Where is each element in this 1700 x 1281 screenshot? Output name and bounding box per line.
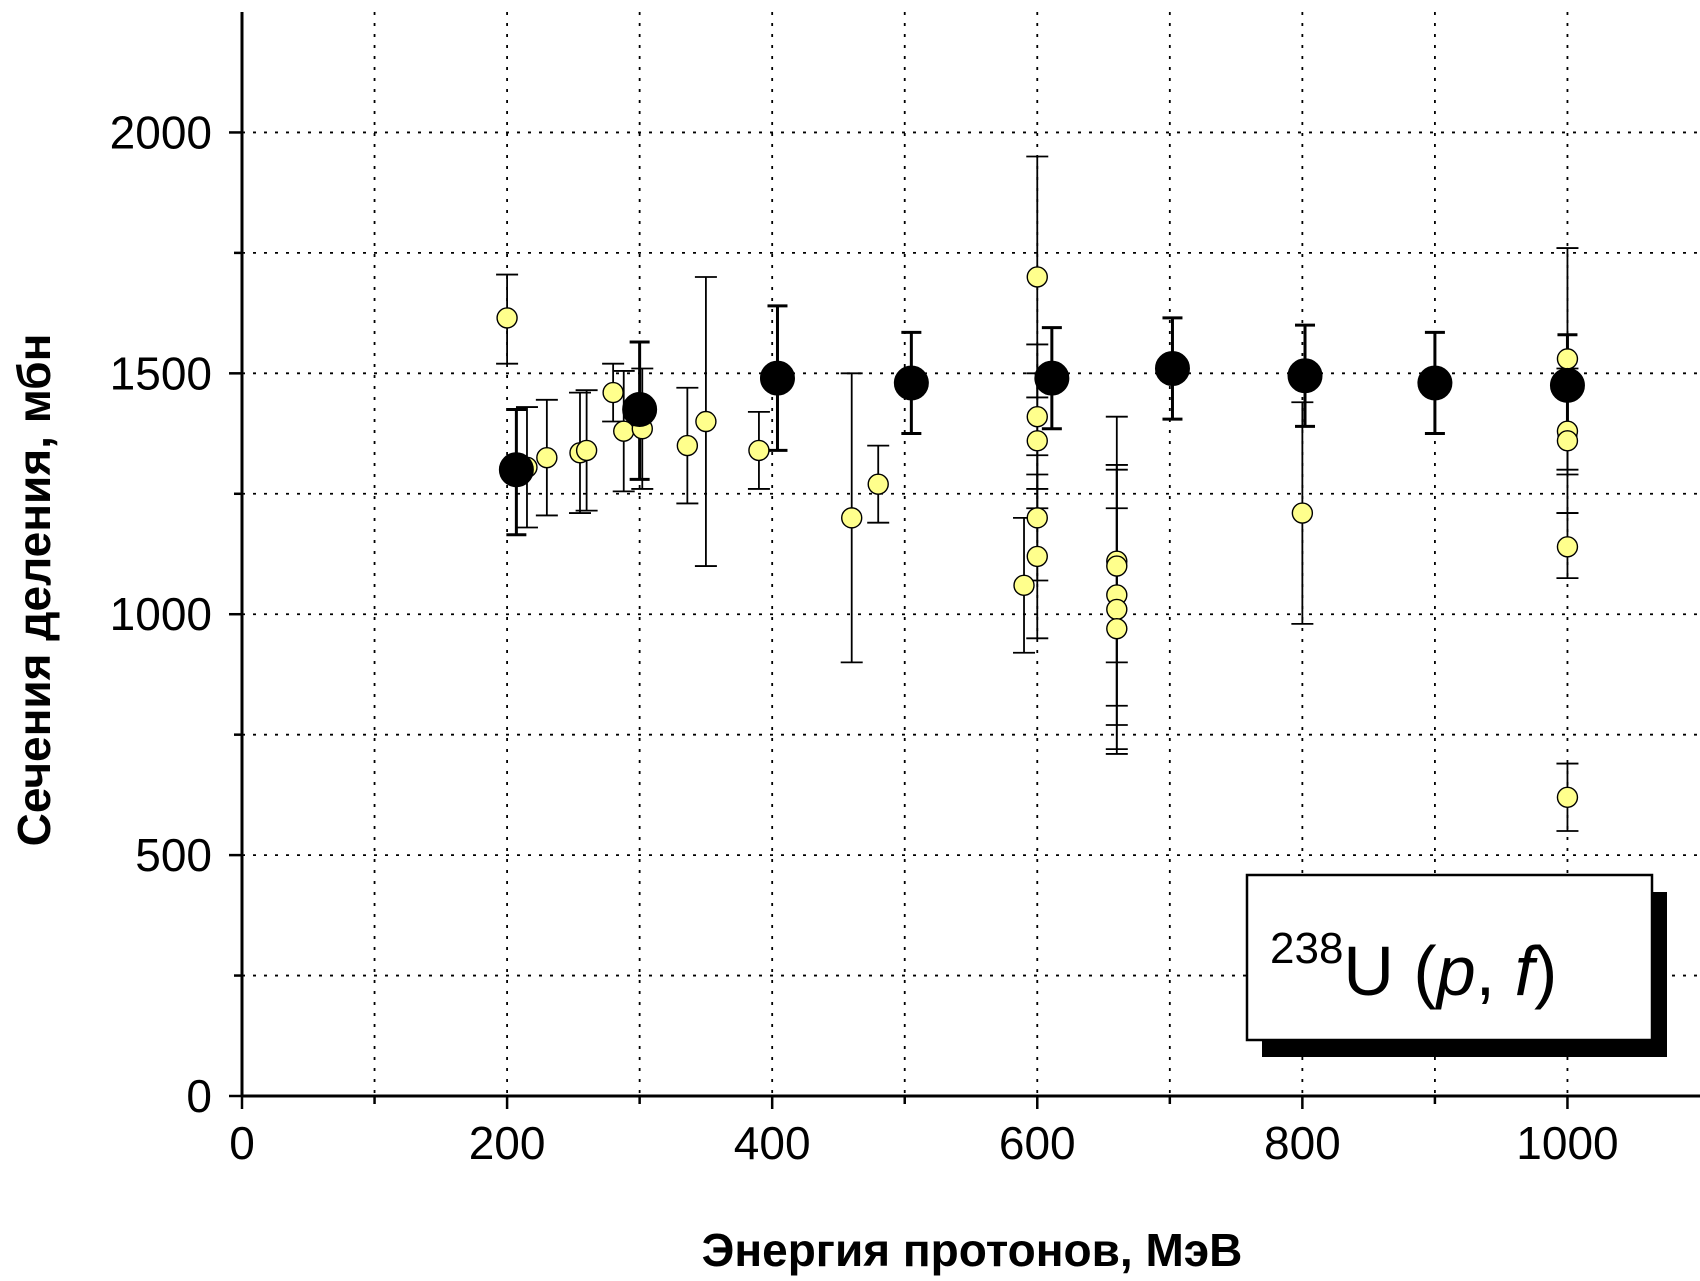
plot-frame: [240, 12, 1700, 1098]
annotation-element: U (: [1343, 932, 1436, 1010]
x-tick-label: 600: [999, 1117, 1076, 1169]
annotation-superscript: 238: [1270, 924, 1343, 973]
data-point-yellow: [1106, 598, 1128, 621]
annotation-text: 238U (p, f): [1270, 924, 1557, 1010]
annotation-comma: ,: [1476, 932, 1515, 1010]
data-point-yellow: [1026, 405, 1048, 428]
data-point-yellow: [1556, 430, 1579, 452]
data-point-yellow: [867, 473, 889, 495]
annotation-p: p: [1435, 932, 1476, 1010]
data-point-yellow: [1556, 786, 1579, 808]
data-point-black: [1287, 358, 1323, 394]
data-point-yellow: [1013, 574, 1035, 597]
x-tick-labels: 0 200 400 600 800 1000: [229, 1117, 1618, 1169]
data-point-black: [1154, 351, 1190, 387]
y-tick-label: 1500: [110, 347, 212, 399]
x-tick-label: 0: [229, 1117, 255, 1169]
x-tick-label: 800: [1264, 1117, 1341, 1169]
data-point-yellow: [841, 507, 863, 529]
x-axis-title: Энергия протонов, МэВ: [702, 1224, 1243, 1276]
x-tick-label: 1000: [1516, 1117, 1618, 1169]
data-point-yellow: [602, 381, 624, 404]
data-point-yellow: [695, 410, 717, 433]
data-point-black: [1417, 365, 1453, 401]
data-point-yellow: [1291, 502, 1314, 524]
data-point-yellow: [496, 307, 518, 329]
y-tick-label: 1000: [110, 588, 212, 640]
data-point-black: [1549, 367, 1585, 403]
data-point-yellow: [676, 434, 699, 457]
axis-ticks: [229, 131, 1569, 1109]
annotation-box: 238U (p, f): [1245, 873, 1667, 1057]
data-point-black: [498, 452, 534, 488]
y-tick-labels: 0 500 1000 1500 2000: [110, 106, 212, 1122]
data-point-yellow: [536, 446, 558, 469]
x-tick-label: 200: [469, 1117, 546, 1169]
data-point-yellow: [748, 439, 770, 462]
x-tick-label: 400: [734, 1117, 811, 1169]
data-point-yellow: [1026, 545, 1048, 568]
data-point-yellow: [1026, 430, 1048, 452]
data-point-yellow: [1556, 348, 1579, 370]
data-point-yellow: [1106, 555, 1128, 577]
data-points: [496, 266, 1585, 808]
data-point-yellow: [575, 439, 598, 462]
y-tick-label: 2000: [110, 106, 212, 158]
y-tick-label: 500: [135, 829, 212, 881]
data-point-black: [893, 365, 929, 401]
y-axis-title: Сечения деления, мбн: [8, 334, 60, 847]
data-point-black: [1034, 360, 1070, 396]
y-tick-label: 0: [186, 1070, 212, 1122]
data-point-yellow: [1556, 536, 1579, 558]
data-point-black: [622, 391, 658, 427]
data-point-black: [759, 360, 795, 396]
data-point-yellow: [1026, 507, 1048, 529]
annotation-close: ): [1534, 932, 1557, 1010]
data-point-yellow: [1106, 617, 1128, 640]
data-point-yellow: [1026, 266, 1048, 288]
annotation-box-frame: [1245, 873, 1654, 1042]
